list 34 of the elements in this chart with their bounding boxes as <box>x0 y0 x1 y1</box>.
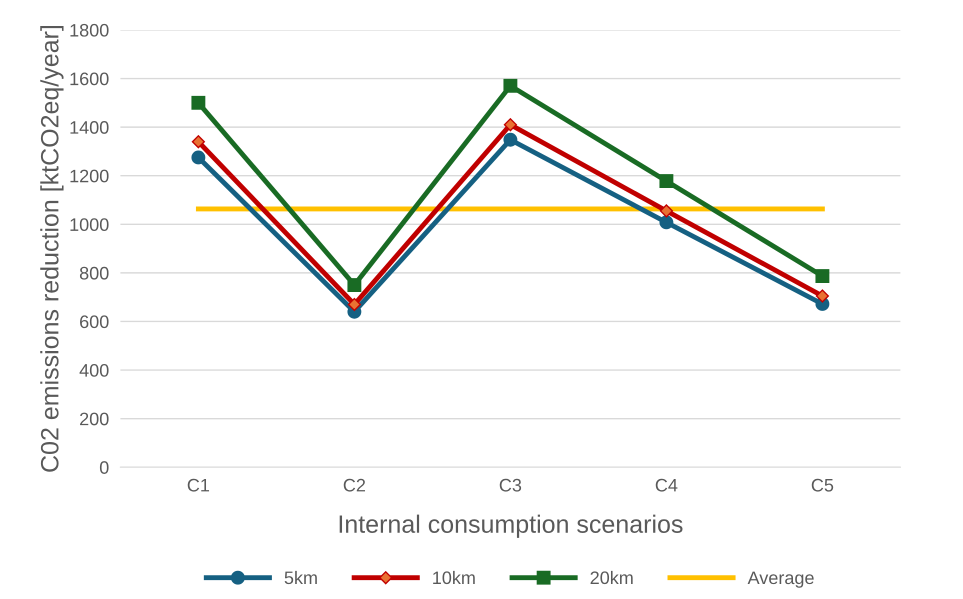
x-tick-label: C4 <box>656 478 678 492</box>
y-tick-label: 800 <box>80 266 109 280</box>
y-tick-label: 1600 <box>70 72 109 86</box>
point <box>348 298 361 312</box>
x-tick-label: C3 <box>500 478 522 492</box>
y-tick-label: 400 <box>80 364 109 377</box>
x-axis-title: Internal consumption scenarios <box>340 514 683 538</box>
legend-label: 20km <box>590 570 633 584</box>
point <box>503 132 518 147</box>
y-axis-title: C02 emissions reduction [ktCO2eq/year] <box>40 26 64 472</box>
point <box>816 289 829 303</box>
point <box>347 278 362 292</box>
point <box>815 269 830 283</box>
point <box>660 204 673 218</box>
legend-label: 10km <box>433 570 475 584</box>
point <box>192 135 205 148</box>
y-tick-label: 0 <box>100 461 109 474</box>
y-tick-label: 1400 <box>70 121 109 134</box>
y-tick-label: 1200 <box>70 170 109 182</box>
y-tick-label: 200 <box>80 412 109 426</box>
x-tick-label: C5 <box>812 478 834 492</box>
y-tick-label: 600 <box>80 315 109 328</box>
y-tick-label: 1800 <box>70 24 109 37</box>
x-tick-label: C1 <box>188 478 210 492</box>
x-tick-label: C2 <box>344 478 366 492</box>
y-tick-label: 1000 <box>70 218 109 232</box>
point <box>503 78 518 93</box>
point <box>659 215 674 230</box>
point <box>191 96 206 110</box>
legend-label: 5km <box>284 570 317 584</box>
point <box>659 174 674 188</box>
point <box>504 118 517 132</box>
point <box>191 150 206 164</box>
legend-label: Average <box>748 572 814 588</box>
